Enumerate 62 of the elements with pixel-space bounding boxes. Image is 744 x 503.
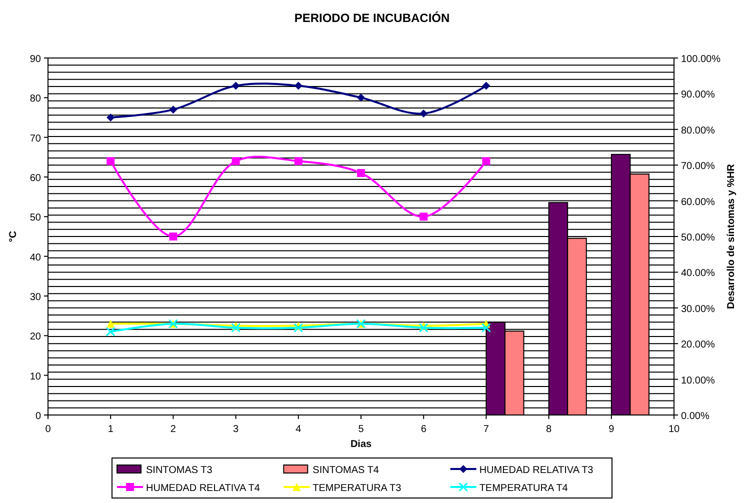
legend-label: SINTOMAS T3 [146, 465, 213, 476]
y2-tick-label: 0.00% [681, 411, 710, 422]
x-tick-label: 2 [170, 424, 176, 435]
y2-tick-label: 50.00% [681, 232, 716, 244]
y-axis-title: °C [8, 230, 19, 242]
point [232, 157, 240, 166]
y-tick-label: 90 [30, 54, 42, 65]
point [106, 157, 115, 166]
y-tick-label: 30 [30, 292, 42, 303]
point [106, 320, 115, 328]
y-tick-label: 10 [30, 371, 42, 382]
point [294, 157, 302, 166]
y2-tick-label: 70.00% [681, 161, 716, 172]
legend-label: HUMEDAD RELATIVA T4 [146, 483, 260, 494]
point [231, 322, 241, 332]
point [420, 212, 428, 221]
point [106, 326, 116, 336]
legend-label: HUMEDAD RELATIVA T3 [479, 465, 594, 476]
legend-label: SINTOMAS T4 [312, 465, 380, 476]
y2-tick-label: 40.00% [681, 268, 716, 280]
point [294, 322, 304, 332]
x-tick-label: 5 [358, 424, 364, 435]
y-tick-label: 80 [30, 94, 42, 105]
x-tick-label: 7 [483, 424, 490, 435]
point [418, 322, 428, 332]
y2-tick-label: 30.00% [681, 304, 716, 315]
y-tick-label: 0 [35, 411, 42, 422]
point [357, 169, 365, 178]
x-tick-label: 0 [45, 424, 52, 435]
x-tick-label: 8 [546, 424, 552, 435]
y-tick-label: 20 [30, 332, 42, 343]
point [357, 94, 365, 102]
y-tick-label: 70 [30, 133, 42, 144]
y2-tick-label: 10.00% [681, 375, 716, 386]
y2-tick-label: 20.00% [681, 340, 716, 351]
y-tick-label: 40 [30, 252, 42, 264]
y2-tick-label: 100.00% [681, 54, 721, 65]
y-tick-label: 50 [30, 212, 42, 224]
point [482, 82, 490, 90]
x-axis-title: Dias [350, 439, 372, 450]
x-tick-label: 4 [296, 424, 302, 435]
point [482, 157, 490, 166]
y-tick-label: 60 [30, 173, 42, 184]
x-tick-label: 6 [420, 424, 427, 435]
point [232, 82, 240, 90]
x-tick-label: 9 [608, 424, 615, 435]
point [294, 82, 302, 90]
legend-label: TEMPERATURA T3 [312, 483, 402, 494]
x-tick-label: 1 [108, 424, 114, 435]
y2-tick-label: 60.00% [681, 196, 716, 208]
point [481, 322, 491, 332]
point [169, 106, 178, 114]
point [420, 110, 428, 118]
chart-title: PERIODO DE INCUBACIÓN [294, 11, 450, 25]
y2-tick-label: 80.00% [681, 125, 716, 136]
point [106, 114, 115, 122]
legend-label: TEMPERATURA T4 [479, 483, 568, 494]
x-tick-label: 10 [668, 424, 680, 435]
x-tick-label: 3 [233, 424, 240, 435]
point [169, 232, 178, 240]
y2-tick-label: 90.00% [681, 90, 716, 101]
y2-axis-title: Desarrollo de síntomas y %HR [726, 163, 737, 310]
